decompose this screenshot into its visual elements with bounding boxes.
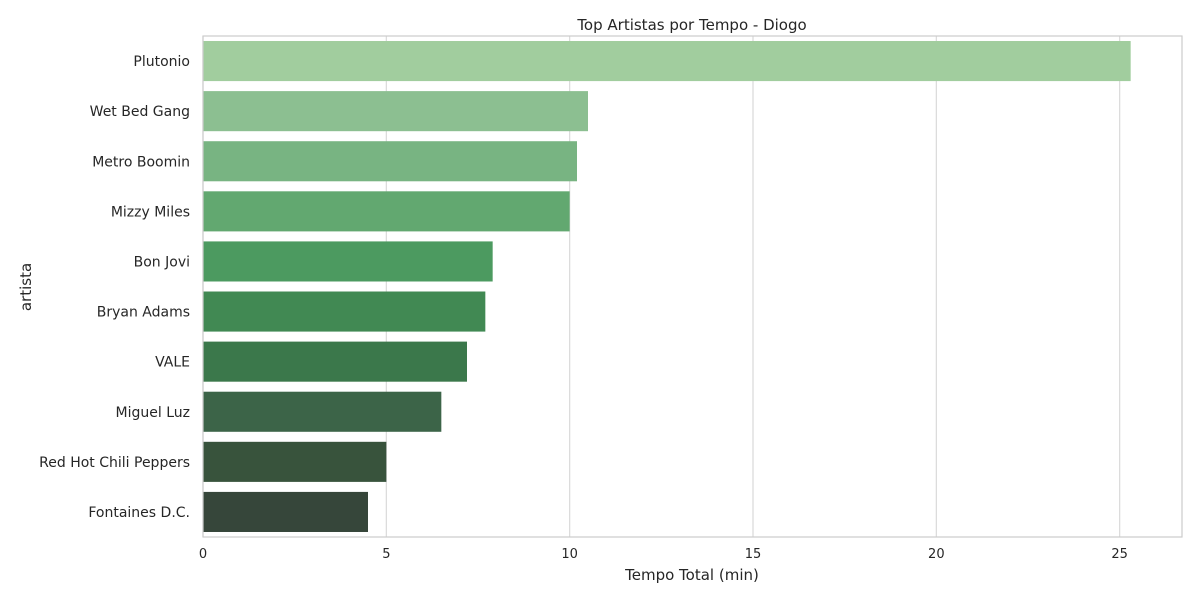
x-tick-label: 20	[928, 547, 945, 562]
y-tick-label: VALE	[155, 355, 190, 371]
y-tick-label: Plutonio	[133, 54, 190, 70]
bar	[203, 491, 368, 532]
bar	[203, 391, 442, 432]
x-tick-label: 15	[745, 547, 762, 562]
x-axis-label: Tempo Total (min)	[624, 566, 759, 584]
y-tick-label: Fontaines D.C.	[88, 505, 190, 521]
x-tick-labels: 0 5 10 15 20 25	[199, 547, 1128, 562]
plot-frame	[202, 35, 1183, 538]
x-tick-label: 10	[561, 547, 578, 562]
y-tick-label: Bryan Adams	[97, 305, 190, 321]
y-tick-label: Bon Jovi	[134, 254, 190, 270]
bar	[203, 241, 493, 282]
bar	[203, 291, 486, 332]
y-axis-label: artista	[17, 263, 35, 311]
bar	[203, 41, 1131, 82]
y-tick-label: Red Hot Chili Peppers	[39, 455, 190, 471]
y-tick-labels: Plutonio Wet Bed Gang Metro Boomin Mizzy Mi…	[39, 54, 190, 521]
x-tick-label: 0	[199, 547, 207, 562]
chart-title: Top Artistas por Tempo - Diogo	[576, 16, 806, 34]
bar	[203, 141, 577, 182]
x-tick-label: 25	[1111, 547, 1128, 562]
y-tick-label: Metro Boomin	[92, 154, 190, 170]
bar	[203, 191, 570, 232]
bar	[203, 341, 467, 382]
x-tick-label: 5	[382, 547, 390, 562]
bars	[203, 41, 1131, 532]
y-tick-label: Mizzy Miles	[111, 204, 190, 220]
bar	[203, 441, 387, 482]
bar	[203, 91, 588, 132]
y-tick-label: Wet Bed Gang	[90, 104, 190, 120]
y-tick-label: Miguel Luz	[116, 405, 190, 421]
